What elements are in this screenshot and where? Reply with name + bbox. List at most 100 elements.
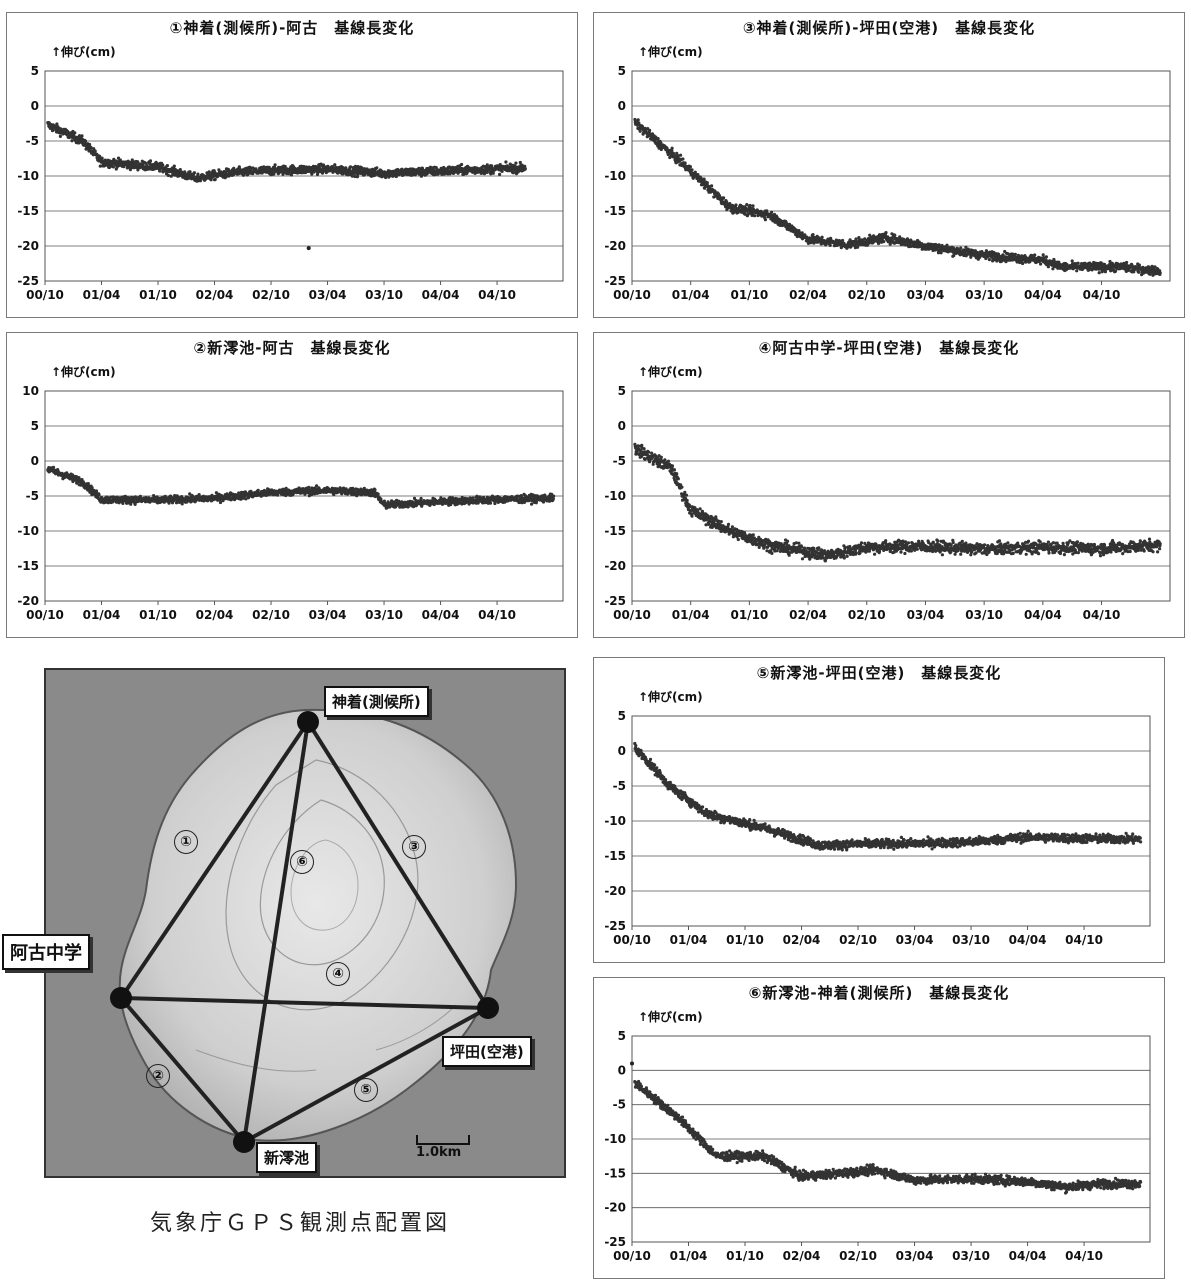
y-tick-label: -10 <box>17 169 39 183</box>
x-tick-label: 02/04 <box>789 608 827 622</box>
x-tick-label: 01/04 <box>672 288 710 302</box>
data-point <box>224 170 228 174</box>
data-points <box>46 121 527 183</box>
data-point <box>1132 270 1136 274</box>
data-point <box>671 151 675 155</box>
y-tick-label: -5 <box>613 134 626 148</box>
data-point <box>670 146 674 150</box>
data-point <box>751 204 755 208</box>
data-point <box>73 131 77 135</box>
y-tick-label: -5 <box>26 134 39 148</box>
data-point <box>90 486 94 490</box>
data-point <box>283 164 287 169</box>
x-tick-label: 03/10 <box>965 288 1003 302</box>
data-point <box>763 218 767 222</box>
data-points <box>633 442 1162 563</box>
data-point <box>945 243 949 247</box>
data-point <box>71 479 75 484</box>
x-tick-label: 03/04 <box>309 288 347 302</box>
x-tick-label: 02/04 <box>789 288 827 302</box>
data-point <box>1033 253 1037 257</box>
data-point <box>210 493 214 497</box>
y-tick-label: -15 <box>604 204 626 218</box>
data-point <box>1097 271 1101 275</box>
data-point <box>98 164 102 168</box>
data-point <box>647 450 651 454</box>
y-tick-label: 5 <box>618 64 626 78</box>
data-point <box>267 165 271 169</box>
x-tick-label: 04/04 <box>422 608 460 622</box>
y-tick-label: -25 <box>17 274 39 288</box>
data-point <box>310 172 314 176</box>
data-point <box>1070 259 1074 263</box>
data-point <box>126 159 130 163</box>
data-point <box>748 203 752 208</box>
data-point <box>1046 265 1050 269</box>
data-point <box>493 501 497 506</box>
y-tick-label: 0 <box>31 454 39 468</box>
x-tick-label: 03/04 <box>907 288 945 302</box>
data-point <box>884 231 888 235</box>
data-point <box>1076 261 1080 265</box>
data-point <box>197 493 201 497</box>
data-point <box>180 502 184 506</box>
data-point <box>273 163 277 167</box>
data-point <box>638 129 642 133</box>
data-point <box>939 251 943 255</box>
y-tick-label: -20 <box>17 239 39 253</box>
y-tick-label: -15 <box>17 559 39 573</box>
data-point <box>172 164 176 168</box>
data-point <box>111 500 115 504</box>
x-tick-label: 02/04 <box>196 288 234 302</box>
data-point <box>642 447 646 451</box>
data-point <box>634 446 638 450</box>
data-point <box>728 202 732 206</box>
data-point <box>333 163 337 167</box>
data-point <box>460 162 464 167</box>
data-point <box>1113 269 1118 273</box>
data-point <box>1013 252 1017 256</box>
x-tick-label: 04/10 <box>478 288 516 302</box>
y-tick-label: -5 <box>26 489 39 503</box>
data-point <box>1039 262 1043 266</box>
data-point <box>508 162 512 166</box>
data-point <box>857 236 861 240</box>
y-axis-label: ↑伸び(cm) <box>638 365 703 379</box>
x-tick-label: 03/04 <box>907 608 945 622</box>
data-point <box>710 184 714 188</box>
data-point <box>70 139 74 143</box>
x-tick-label: 04/10 <box>1083 288 1121 302</box>
data-point <box>541 500 546 504</box>
data-point <box>217 168 221 172</box>
data-point <box>350 174 354 178</box>
data-point <box>272 172 276 176</box>
data-point <box>648 128 652 132</box>
data-point <box>702 177 706 181</box>
data-point <box>670 149 674 153</box>
data-point <box>893 233 897 237</box>
data-point <box>811 233 815 237</box>
data-point <box>169 174 173 178</box>
data-point <box>500 169 504 173</box>
data-point <box>969 255 973 259</box>
data-point <box>828 243 832 247</box>
data-point <box>681 157 685 161</box>
data-point <box>1051 267 1055 271</box>
data-point <box>1108 259 1112 264</box>
data-point <box>518 160 522 165</box>
data-point <box>656 137 660 141</box>
data-point <box>192 171 196 175</box>
data-point <box>100 156 104 160</box>
data-point <box>315 484 319 488</box>
data-point <box>376 492 380 496</box>
x-tick-label: 04/04 <box>1024 608 1062 622</box>
data-point <box>417 166 421 170</box>
data-point <box>420 166 424 170</box>
x-tick-label: 03/10 <box>365 608 403 622</box>
y-tick-label: 5 <box>618 384 626 398</box>
data-point <box>1075 269 1079 273</box>
data-point <box>320 171 325 175</box>
data-point <box>93 149 97 153</box>
